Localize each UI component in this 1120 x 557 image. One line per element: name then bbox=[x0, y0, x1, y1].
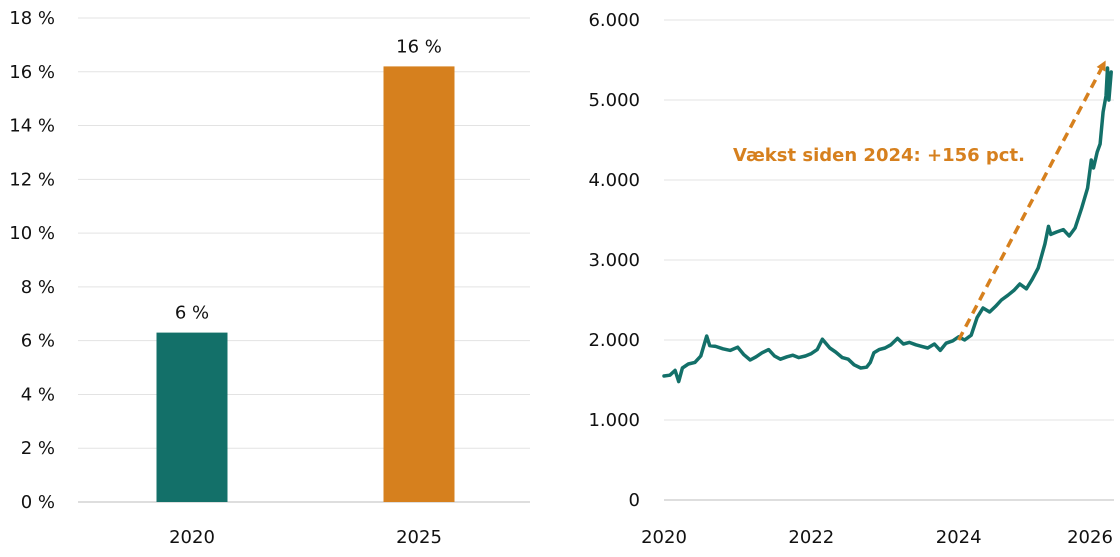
bar-2020 bbox=[156, 332, 228, 502]
bar-y-tick-label: 12 % bbox=[9, 169, 55, 190]
line-x-tick-label: 2024 bbox=[936, 527, 982, 548]
bar-category-label: 2025 bbox=[396, 527, 442, 548]
bar-y-tick-label: 8 % bbox=[21, 277, 55, 298]
line-y-tick-label: 4.000 bbox=[588, 170, 640, 191]
bar-y-tick-label: 18 % bbox=[9, 8, 55, 29]
line-y-tick-label: 2.000 bbox=[588, 330, 640, 351]
line-x-tick-label: 2026 bbox=[1067, 527, 1113, 548]
bar-y-tick-label: 10 % bbox=[9, 223, 55, 244]
bar-category-label: 2020 bbox=[169, 527, 215, 548]
line-x-tick-label: 2022 bbox=[788, 527, 834, 548]
bar-y-tick-label: 6 % bbox=[21, 331, 55, 352]
bar-y-tick-label: 4 % bbox=[21, 384, 55, 405]
bar-data-label: 16 % bbox=[396, 36, 442, 57]
line-chart: 0 1.000 2.000 3.000 4.000 5.000 6.000 2020 2022 2… bbox=[588, 10, 1114, 548]
bar-y-tick-label: 16 % bbox=[9, 62, 55, 83]
line-y-tick-label: 5.000 bbox=[588, 90, 640, 111]
growth-annotation: Vækst siden 2024: +156 pct. bbox=[733, 145, 1025, 166]
bar-2025 bbox=[383, 66, 455, 503]
bar-y-tick-label: 14 % bbox=[9, 116, 55, 137]
line-y-tick-label: 3.000 bbox=[588, 250, 640, 271]
bar-data-label: 6 % bbox=[175, 303, 209, 324]
bar-chart: 0 % 2 % 4 % 6 % 8 % 10 % 12 % 14 % 16 % 18 % 6 % 20… bbox=[9, 8, 530, 548]
bar-y-tick-label: 2 % bbox=[21, 438, 55, 459]
line-y-tick-label: 0 bbox=[629, 490, 640, 511]
line-y-tick-label: 1.000 bbox=[588, 410, 640, 431]
bar-y-tick-label: 0 % bbox=[21, 492, 55, 513]
line-y-tick-label: 6.000 bbox=[588, 10, 640, 31]
line-series bbox=[662, 66, 1113, 384]
growth-arrow bbox=[957, 60, 1106, 341]
line-x-tick-label: 2020 bbox=[641, 527, 687, 548]
